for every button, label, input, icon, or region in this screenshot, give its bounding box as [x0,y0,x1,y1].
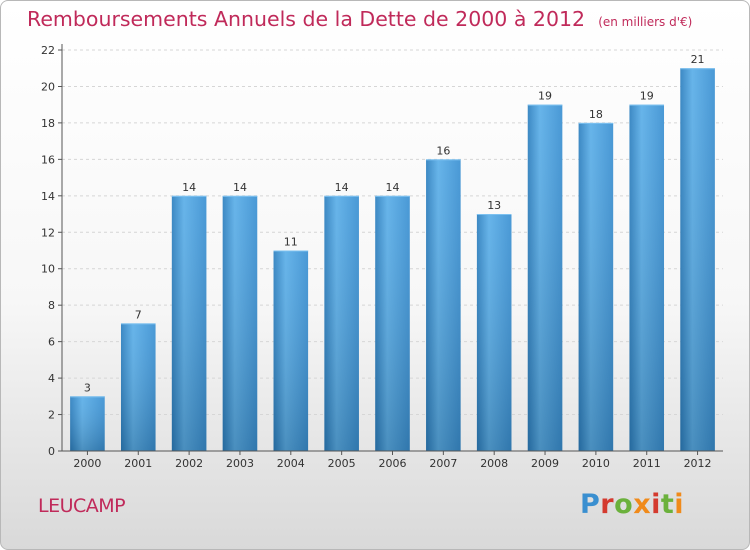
x-tick-label: 2004 [277,457,305,470]
y-tick-label: 10 [41,263,55,276]
commune-name: LEUCAMP [38,495,126,517]
title-row: Remboursements Annuels de la Dette de 20… [27,7,692,31]
x-tick-label: 2001 [124,457,152,470]
x-tick-label: 2006 [379,457,407,470]
bar-shade-2001 [120,323,156,451]
y-tick-label: 12 [41,226,55,239]
y-tick-label: 22 [41,44,55,57]
bar-value-label: 11 [284,236,298,249]
x-tick-label: 2011 [633,457,661,470]
x-tick-label: 2010 [582,457,610,470]
bar-shade-2008 [476,214,512,451]
bar-shade-2000 [70,396,105,451]
bar-value-label: 18 [589,108,603,121]
bar-shade-2009 [527,104,563,451]
bar-shade-2010 [578,122,614,451]
y-tick-label: 8 [48,299,55,312]
y-tick-label: 6 [48,336,55,349]
x-tick-label: 2012 [684,457,712,470]
bar-shade-2011 [629,104,665,451]
chart-subtitle: (en milliers d'€) [598,15,693,29]
bar-value-label: 3 [84,381,91,394]
bar-shade-2012 [680,68,715,452]
bar-value-label: 14 [386,181,400,194]
y-tick-label: 4 [48,372,55,385]
bar-value-label: 14 [182,181,196,194]
x-tick-label: 2007 [429,457,457,470]
bar-value-label: 16 [436,144,450,157]
bar-shade-2007 [426,159,461,451]
y-tick-label: 16 [41,153,55,166]
bar-value-label: 19 [640,90,654,103]
bar-value-label: 14 [335,181,349,194]
bar-shade-2003 [222,195,258,451]
y-tick-label: 18 [41,117,55,130]
x-tick-label: 2003 [226,457,254,470]
bar-value-label: 19 [538,90,552,103]
bar-value-label: 21 [691,53,705,66]
x-tick-label: 2008 [480,457,508,470]
bar-value-label: 14 [233,181,247,194]
bars-layer [70,68,715,452]
y-tick-label: 0 [48,445,55,458]
chart-title: Remboursements Annuels de la Dette de 20… [27,7,586,31]
y-tick-label: 14 [41,190,55,203]
bar-value-label: 7 [135,308,142,321]
x-tick-label: 2005 [328,457,356,470]
y-tick-label: 20 [41,80,55,93]
x-tick-label: 2009 [531,457,559,470]
bar-shade-2002 [171,195,207,451]
bar-value-label: 13 [487,199,501,212]
x-tick-label: 2002 [175,457,203,470]
bar-shade-2004 [273,250,309,451]
y-tick-label: 2 [48,409,55,422]
axis-layer: 0 2 4 6 8 10 12 14 16 18 20 22 3 2000 7 2001 14 2002 14 200… [41,44,723,470]
bar-shade-2005 [324,195,359,451]
proxiti-logo: Proxiti [580,489,685,520]
x-tick-label: 2000 [73,457,101,470]
bar-shade-2006 [375,195,410,451]
